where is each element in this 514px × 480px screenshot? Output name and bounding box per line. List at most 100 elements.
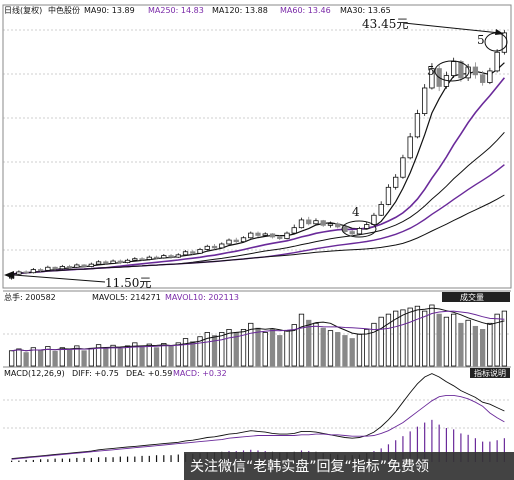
volume-bar — [414, 305, 421, 367]
candle-body — [204, 245, 210, 250]
candle-body — [110, 260, 116, 264]
volume-bar — [451, 313, 457, 367]
volume-bar — [190, 341, 196, 367]
volume-button[interactable] — [442, 292, 510, 302]
volume-bar — [8, 350, 15, 367]
ma-line-mid — [11, 77, 506, 275]
candle-body — [81, 264, 87, 267]
circle-mark-4 — [341, 220, 377, 238]
candle-body — [349, 231, 355, 235]
candle-body — [175, 254, 181, 258]
main-gridlines — [3, 29, 511, 251]
candle-body — [211, 245, 218, 249]
volume-bar — [37, 349, 44, 367]
candle-body — [335, 223, 341, 228]
volume-bar — [298, 313, 305, 367]
volume-bar — [139, 346, 145, 367]
volume-bar — [255, 327, 261, 367]
candle-body — [284, 232, 290, 239]
volume-bar — [248, 322, 254, 367]
annotation-high-price: 43.45元 — [362, 17, 408, 31]
volume-bar — [66, 349, 73, 367]
volume-bar — [74, 345, 80, 367]
indicator-help-button[interactable] — [470, 368, 510, 378]
footer-banner — [184, 452, 514, 480]
volume-bar — [320, 327, 326, 367]
volume-bar — [59, 347, 65, 367]
volume-bar — [182, 338, 189, 367]
candle-body — [23, 271, 29, 274]
volume-bar — [277, 335, 283, 367]
volume-bar — [407, 307, 413, 367]
volume-bar — [306, 319, 312, 367]
candle-body — [182, 251, 189, 256]
volume-label: 总手: 200582 — [4, 292, 56, 302]
ma-line-short — [11, 62, 505, 275]
volume-mavol5: MAVOL5: 214271 — [92, 293, 161, 302]
volume-bar — [117, 348, 123, 367]
candle-body — [153, 256, 160, 259]
candle-body — [117, 260, 123, 263]
candle-body — [124, 259, 131, 263]
header-ma90: MA90: 13.89 — [84, 6, 135, 15]
candle-body — [255, 232, 261, 236]
candle-body — [479, 74, 486, 83]
volume-bar — [335, 332, 341, 367]
volume-bar — [16, 348, 22, 367]
macd-dif-line — [11, 373, 505, 460]
volume-bar — [378, 316, 384, 367]
candle-body — [472, 66, 479, 76]
circle-mark-top — [484, 32, 508, 52]
macd-label: MACD(12,26,9) — [4, 369, 65, 378]
annotation-low-price: 11.50元 — [105, 276, 151, 290]
volume-mavol10: MAVOL10: 202113 — [165, 293, 239, 302]
candle-body — [414, 113, 421, 138]
volume-bar — [52, 350, 58, 367]
candle-body — [306, 219, 312, 225]
volume-bar — [30, 347, 37, 367]
candle-body — [30, 269, 37, 274]
annotation-mark-5-mid: 5 — [427, 64, 435, 78]
macd-dea: DEA: +0.59 — [126, 369, 172, 378]
volume-bar — [385, 313, 392, 367]
volume-bars — [8, 304, 508, 367]
volume-bar — [443, 316, 450, 367]
arrow-low-head — [4, 271, 14, 279]
volume-bar — [240, 328, 247, 367]
candle-body — [378, 203, 384, 216]
volume-bar — [146, 343, 152, 367]
candle-body — [168, 255, 174, 258]
candle-body — [400, 157, 406, 178]
macd-gridlines — [3, 399, 511, 429]
macd-diff: DIFF: +0.75 — [72, 369, 119, 378]
volume-bar — [393, 310, 399, 367]
candle-body — [45, 266, 51, 271]
candle-body — [327, 223, 334, 226]
candle-body — [262, 233, 268, 236]
candle-body — [385, 186, 392, 205]
header-stock: 中色股份 — [48, 5, 80, 15]
header-ma250: MA250: 14.83 — [148, 6, 204, 15]
volume-bar — [124, 345, 131, 367]
volume-bar — [349, 338, 355, 367]
footer-text: 关注微信“老韩实盘”回复“指标”免费领 — [190, 458, 429, 475]
candle-body — [139, 258, 145, 261]
candle-body — [226, 239, 232, 245]
circle-mark-mid — [434, 60, 470, 82]
volume-bar — [487, 322, 493, 367]
volume-bar — [197, 336, 203, 367]
candle-body — [422, 87, 428, 114]
volume-bar — [204, 332, 210, 367]
volume-bar — [313, 322, 319, 367]
volume-bar — [501, 310, 508, 367]
volume-bar — [95, 344, 102, 367]
indicator-help-label: 指标说明 — [474, 368, 506, 378]
volume-bar — [371, 322, 377, 367]
arrow-high-line — [403, 22, 501, 34]
candle-body — [342, 226, 348, 232]
volume-bar — [168, 345, 174, 367]
volume-button-label: 成交量 — [460, 292, 484, 302]
candle-body — [393, 176, 399, 188]
volume-bar — [494, 313, 500, 367]
